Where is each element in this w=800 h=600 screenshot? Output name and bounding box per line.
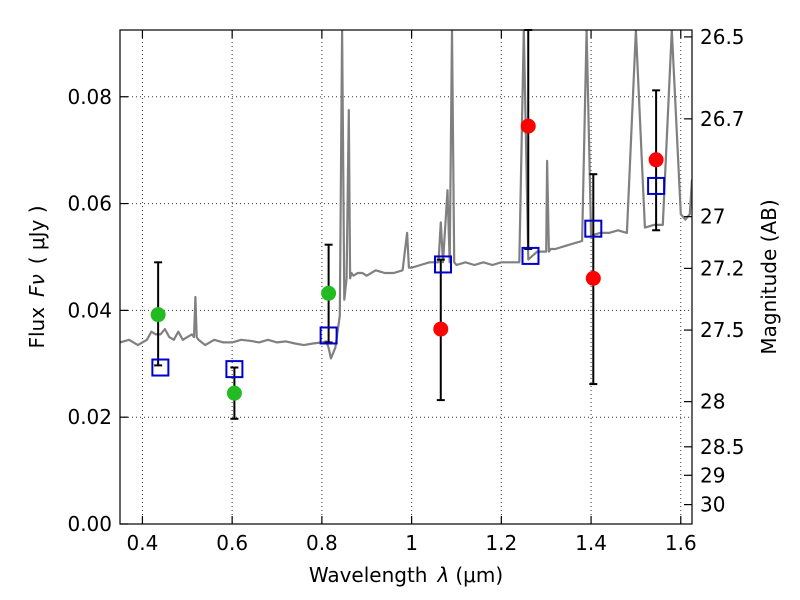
x-tick-label: 0.8: [306, 531, 338, 555]
y2-tick-label: 30: [700, 493, 725, 517]
y-tick-label: 0.00: [67, 512, 112, 536]
y-axis-title: FluxFν( μJy ): [25, 205, 49, 348]
y2-tick-label: 28.5: [700, 435, 745, 459]
y2-tick-label: 29: [700, 463, 725, 487]
detection-circle-marker: [648, 152, 664, 168]
y2-tick-label: 28: [700, 390, 725, 414]
band-square-marker: [521, 246, 540, 265]
data-markers: [150, 118, 666, 401]
x-tick-label: 1.2: [485, 531, 517, 555]
y2-tick-label: 26.5: [700, 25, 745, 49]
band-square-marker: [647, 176, 666, 195]
y-tick-label: 0.04: [67, 298, 112, 322]
detection-circle-marker: [585, 270, 601, 286]
detection-circle-marker: [520, 118, 536, 134]
y2-tick-label: 26.7: [700, 107, 745, 131]
x-tick-label: 1: [405, 531, 418, 555]
spectrum-line: [120, 30, 692, 360]
plot-frame: [119, 29, 693, 525]
x-tick-label: 0.6: [216, 531, 248, 555]
x-tick-label: 0.4: [127, 531, 159, 555]
band-square-marker: [434, 255, 453, 274]
band-square-marker: [151, 358, 170, 377]
y-tick-label: 0.08: [67, 85, 112, 109]
spectrum-layer: [120, 30, 692, 360]
y2-tick-label: 27.2: [700, 256, 745, 280]
x-tick-label: 1.4: [575, 531, 607, 555]
y2-tick-label: 27: [700, 205, 725, 229]
detection-circle-marker: [226, 385, 242, 401]
band-square-marker: [584, 219, 603, 238]
x-axis-title: Wavelength λ (μm): [309, 563, 503, 587]
band-square-marker: [225, 360, 244, 379]
band-square-marker: [319, 326, 338, 345]
error-bars: [154, 29, 661, 420]
y-tick-label: 0.02: [67, 405, 112, 429]
detection-circle-marker: [150, 307, 166, 323]
axis-ticks: 0.4 0.6 0.8 1 1.2 1.4 1.6 0.00 0.02 0.04 0.06 0.08 2…: [67, 25, 744, 555]
grid: [120, 30, 692, 524]
x-tick-label: 1.6: [665, 531, 697, 555]
y2-axis-title: Magnitude (AB): [757, 199, 781, 354]
detection-circle-marker: [433, 321, 449, 337]
y-tick-label: 0.06: [67, 192, 112, 216]
detection-circle-marker: [321, 285, 337, 301]
y2-tick-label: 27.5: [700, 318, 745, 342]
